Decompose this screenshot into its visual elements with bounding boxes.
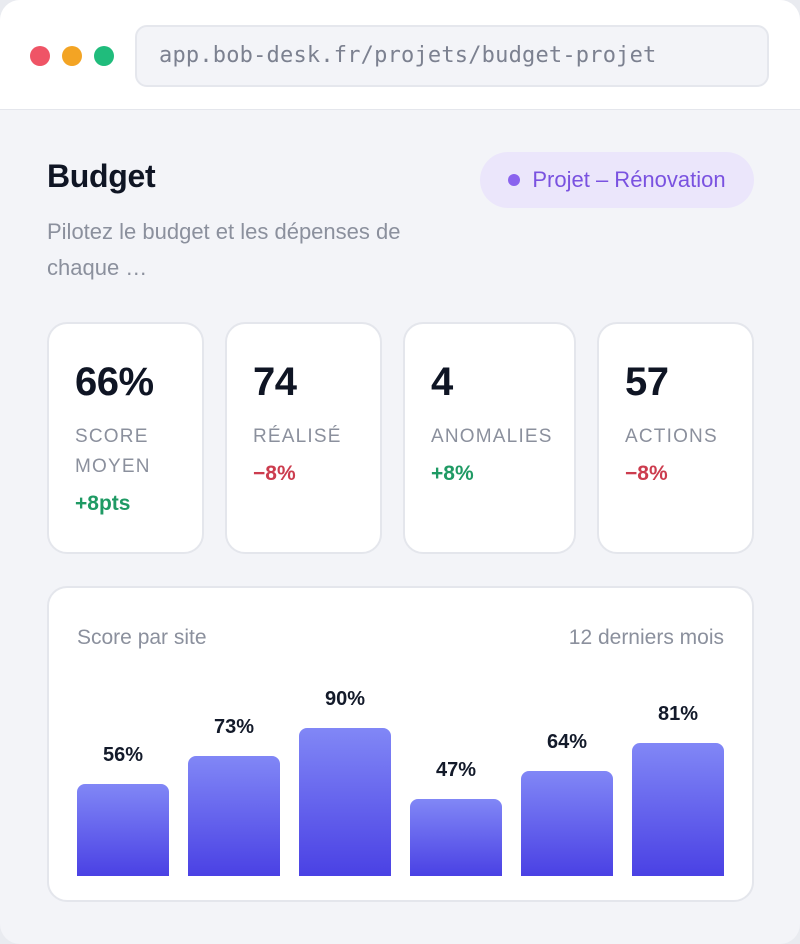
- chart-period[interactable]: 12 derniers mois: [568, 626, 724, 649]
- chart-bar[interactable]: [632, 743, 724, 876]
- page-title: Budget: [47, 158, 156, 194]
- browser-toolbar: app.bob-desk.fr/projets/budget-projet: [0, 0, 800, 110]
- stat-label: RÉALISÉ: [253, 426, 342, 447]
- score-chart-card: Score par site 12 derniers mois 56% 73% 90…: [47, 586, 754, 902]
- chart-bar-label: 90%: [324, 688, 366, 710]
- status-dot-icon: [508, 174, 521, 186]
- chart-bar-label: 73%: [213, 716, 255, 738]
- stat-value: 57: [625, 360, 669, 404]
- minimize-window-button[interactable]: [62, 46, 82, 66]
- stat-card-actions: 57 ACTIONS −8%: [597, 322, 754, 554]
- bar-chart: 56% 73% 90% 47% 64% 81%: [49, 588, 756, 904]
- project-badge[interactable]: Projet – Rénovation: [480, 152, 754, 208]
- chart-bar[interactable]: [521, 771, 613, 876]
- stat-value: 4: [431, 360, 453, 404]
- stat-card-anomalies: 4 ANOMALIES +8%: [403, 322, 576, 554]
- stat-label: SCORE MOYEN: [75, 426, 151, 477]
- stat-card-score: 66% SCORE MOYEN +8pts: [47, 322, 204, 554]
- stat-value: 74: [253, 360, 297, 404]
- chart-bar[interactable]: [77, 784, 169, 876]
- stat-delta: +8%: [431, 462, 474, 485]
- page-subtitle: Pilotez le budget et les dépenses de cha…: [47, 219, 401, 280]
- chart-bar[interactable]: [410, 799, 502, 876]
- stat-label: ACTIONS: [625, 426, 718, 447]
- address-bar[interactable]: app.bob-desk.fr/projets/budget-projet: [135, 25, 769, 87]
- maximize-window-button[interactable]: [94, 46, 114, 66]
- stat-label: ANOMALIES: [431, 426, 553, 447]
- close-window-button[interactable]: [30, 46, 50, 66]
- chart-title: Score par site: [77, 626, 207, 649]
- stat-delta: +8pts: [75, 492, 131, 515]
- chart-bar-label: 56%: [102, 744, 144, 766]
- chart-bar-label: 64%: [546, 731, 588, 753]
- chart-bar-label: 47%: [435, 759, 477, 781]
- chart-bar[interactable]: [299, 728, 391, 876]
- stat-value: 66%: [75, 360, 154, 404]
- chart-bar[interactable]: [188, 756, 280, 876]
- project-badge-label: Projet – Rénovation: [532, 167, 726, 192]
- stat-card-realise: 74 RÉALISÉ −8%: [225, 322, 382, 554]
- chart-bar-label: 81%: [657, 703, 699, 725]
- stat-delta: −8%: [253, 462, 296, 485]
- stat-delta: −8%: [625, 462, 668, 485]
